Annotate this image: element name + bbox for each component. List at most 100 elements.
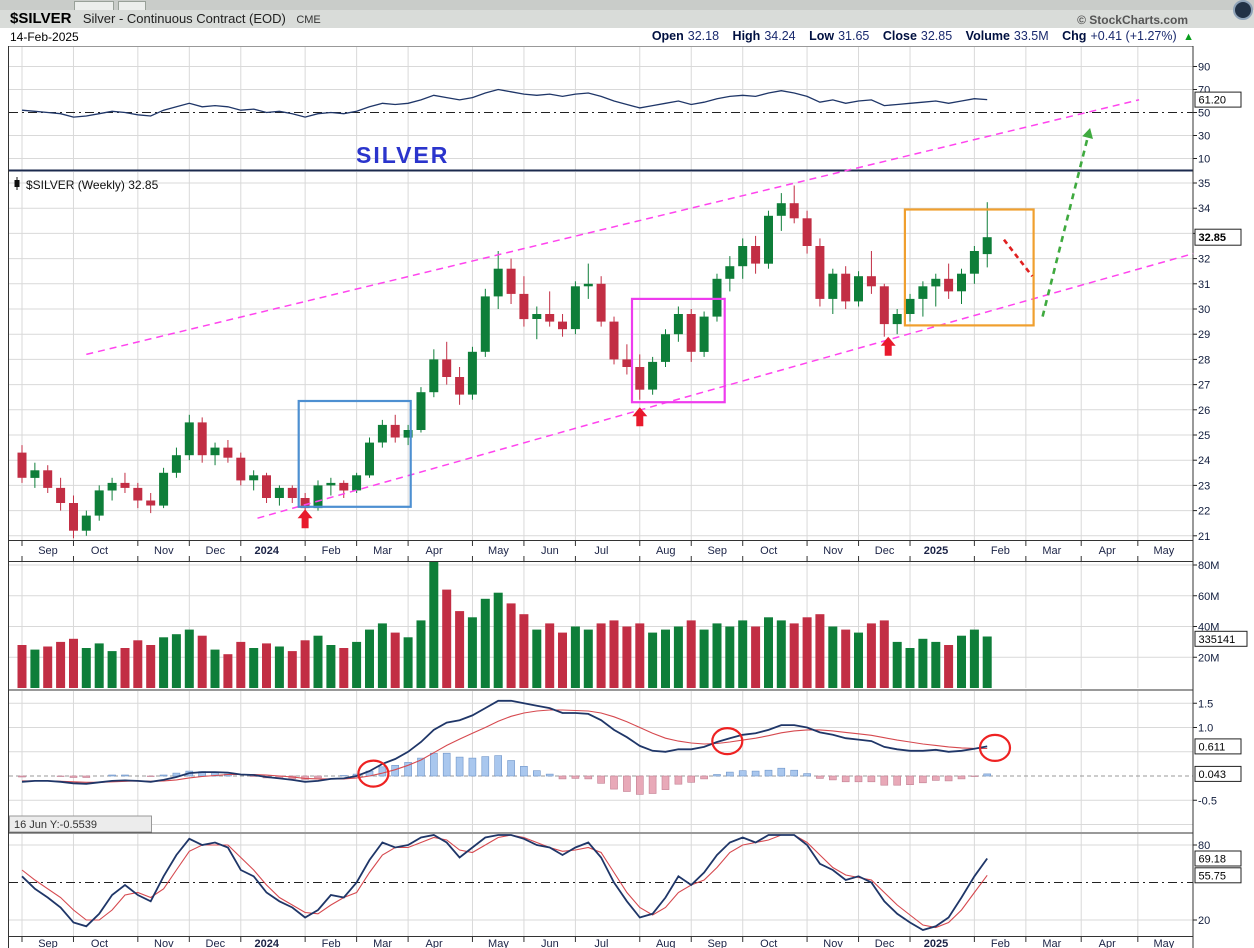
svg-text:$SILVER (Weekly) 32.85: $SILVER (Weekly) 32.85	[26, 178, 159, 192]
macd-crossover-circle-icon	[711, 726, 744, 756]
svg-text:27: 27	[1198, 380, 1210, 392]
svg-text:Nov: Nov	[154, 545, 174, 557]
svg-text:Mar: Mar	[373, 545, 392, 557]
axis-value-tag: 32.85	[1194, 228, 1242, 246]
svg-text:35: 35	[1198, 178, 1210, 190]
svg-text:Mar: Mar	[1042, 938, 1061, 948]
svg-text:34: 34	[1198, 203, 1210, 215]
svg-text:Oct: Oct	[760, 545, 777, 557]
svg-text:0.611: 0.611	[1199, 741, 1226, 753]
price-candles	[17, 185, 992, 539]
svg-text:Oct: Oct	[91, 545, 108, 557]
low-label: Low	[809, 29, 835, 43]
svg-text:29: 29	[1198, 329, 1210, 341]
svg-text:Jun: Jun	[541, 545, 559, 557]
svg-text:Nov: Nov	[823, 938, 843, 948]
panel-borders	[8, 45, 1194, 948]
svg-text:21: 21	[1198, 531, 1210, 543]
svg-text:16 Jun Y:-0.5539: 16 Jun Y:-0.5539	[14, 819, 97, 831]
svg-text:25: 25	[1198, 430, 1210, 442]
svg-text:Apr: Apr	[426, 545, 443, 557]
volume-value: 33.5M	[1013, 29, 1049, 43]
svg-text:23: 23	[1198, 480, 1210, 492]
browser-extension-icon[interactable]	[1233, 0, 1253, 20]
svg-text:69.18: 69.18	[1199, 854, 1227, 866]
svg-text:80: 80	[1198, 840, 1210, 852]
svg-text:10: 10	[1198, 154, 1210, 166]
svg-text:50: 50	[1198, 108, 1210, 120]
panel-price	[9, 182, 1193, 539]
annotation-box-blue	[297, 399, 412, 508]
quote-values: Open 32.18 High 34.24 Low 31.65 Close 32.85 …	[642, 28, 1194, 46]
annotations: SILVER	[86, 99, 1194, 788]
axis-value-tag: 69.18	[1194, 850, 1242, 867]
svg-text:-0.5: -0.5	[1198, 795, 1217, 807]
svg-text:Aug: Aug	[656, 938, 676, 948]
svg-text:80M: 80M	[1198, 560, 1219, 572]
svg-text:May: May	[488, 545, 509, 557]
panel-oscillator-bottom	[9, 834, 1193, 931]
svg-text:0.043: 0.043	[1199, 769, 1227, 781]
svg-text:2025: 2025	[924, 938, 948, 948]
svg-text:Feb: Feb	[322, 545, 341, 557]
svg-text:20: 20	[1198, 915, 1210, 927]
svg-text:Oct: Oct	[760, 938, 777, 948]
open-value: 32.18	[687, 29, 720, 43]
svg-text:Apr: Apr	[1099, 545, 1116, 557]
red-up-arrow-icon	[632, 407, 648, 427]
svg-text:90: 90	[1198, 62, 1210, 74]
low-value: 31.65	[838, 29, 870, 43]
crosshair-readout: 16 Jun Y:-0.5539	[9, 815, 152, 833]
macd-histogram	[18, 752, 992, 795]
svg-text:Dec: Dec	[206, 545, 226, 557]
price-panel-label: $SILVER (Weekly) 32.85	[14, 177, 159, 192]
svg-text:1.5: 1.5	[1198, 698, 1213, 710]
svg-text:40M: 40M	[1198, 622, 1219, 634]
panel-volume	[9, 561, 1193, 688]
stockcharts-credit: © StockCharts.com	[1077, 13, 1188, 27]
svg-text:22: 22	[1198, 506, 1210, 518]
browser-tab-fragment-2[interactable]	[118, 1, 146, 10]
svg-text:Nov: Nov	[154, 938, 174, 948]
quote-date: 14-Feb-2025	[10, 30, 79, 44]
svg-text:Jul: Jul	[594, 545, 608, 557]
red-up-arrow-icon	[297, 509, 313, 529]
svg-text:32.85: 32.85	[1199, 232, 1227, 244]
svg-text:Feb: Feb	[991, 938, 1010, 948]
svg-text:28: 28	[1198, 354, 1210, 366]
close-value: 32.85	[920, 29, 953, 43]
axis-value-tag: 0.611	[1194, 738, 1242, 755]
close-label: Close	[882, 29, 917, 43]
svg-text:2025: 2025	[924, 545, 948, 557]
svg-text:2024: 2024	[255, 938, 280, 948]
change-up-arrow-icon: ▲	[1183, 31, 1194, 43]
chg-label: Chg	[1062, 29, 1087, 43]
trend-channel-line	[86, 99, 1140, 356]
svg-text:May: May	[488, 938, 509, 948]
exchange: CME	[296, 14, 321, 26]
svg-text:Apr: Apr	[1099, 938, 1116, 948]
high-value: 34.24	[764, 29, 796, 43]
svg-text:Sep: Sep	[707, 938, 727, 948]
svg-text:Sep: Sep	[38, 545, 58, 557]
chg-value: +0.41 (+1.27%)	[1090, 29, 1177, 43]
symbol: $SILVER	[10, 10, 72, 27]
open-label: Open	[651, 29, 684, 43]
svg-text:60M: 60M	[1198, 591, 1219, 603]
axis-value-tag: 61.20	[1194, 91, 1242, 108]
panel-macd	[9, 699, 1193, 825]
green-projection-arrow-icon	[1041, 137, 1089, 317]
svg-text:Mar: Mar	[373, 938, 392, 948]
macd-crossover-circle-icon	[357, 759, 390, 788]
svg-text:Jul: Jul	[594, 938, 608, 948]
svg-text:61.20: 61.20	[1199, 95, 1227, 107]
svg-text:30: 30	[1198, 131, 1210, 143]
browser-tab-fragment[interactable]	[74, 1, 114, 10]
month-axis: Sep Sep Oct Oct Nov Nov Dec Dec 2024 2024 Feb Feb Ma…	[21, 541, 1175, 948]
red-up-arrow-icon	[880, 336, 896, 356]
axis-value-tag: 335141	[1194, 630, 1248, 647]
annotation-box-orange	[903, 208, 1035, 327]
silver-watermark: SILVER	[356, 142, 449, 168]
svg-text:55.75: 55.75	[1199, 870, 1227, 882]
